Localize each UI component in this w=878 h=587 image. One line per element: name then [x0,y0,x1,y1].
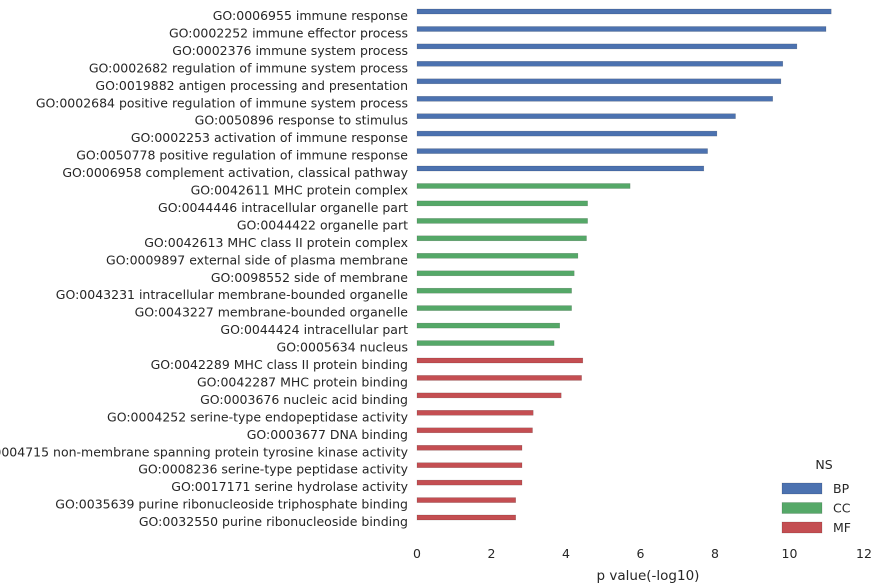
x-axis-title: p value(-log10) [597,568,700,584]
category-label: GO:0050778 positive regulation of immune… [76,148,408,163]
legend-entries: BP CC MF [781,481,851,535]
bar-bp [416,8,832,15]
bar-cc [416,253,579,259]
bar-bp [416,113,736,119]
x-tick-label: 0 [413,546,421,561]
x-axis-ticks: 0 2 4 6 8 10 12 [413,546,872,561]
x-tick-label: 8 [711,546,719,561]
bar-bp [416,26,827,32]
bar-mf [416,392,562,399]
bar-cc [416,287,572,294]
category-labels: GO:0006955 immune response GO:0002252 imm… [0,8,409,529]
bars-layer [416,8,832,521]
category-label: GO:0043227 membrane-bounded organelle [135,305,409,320]
bar-bp [416,130,718,137]
category-label: GO:0004715 non-membrane spanning protein… [0,444,409,459]
legend-swatch-mf [781,521,823,534]
category-label: GO:0042613 MHC class II protein complex [144,235,408,250]
bar-mf [416,445,523,451]
category-label: GO:0044422 organelle part [237,217,408,232]
category-label: GO:0009897 external side of plasma membr… [106,252,408,267]
bar-cc [416,183,631,189]
legend-label-mf: MF [833,520,851,535]
x-tick-label: 2 [488,546,496,561]
legend-label-bp: BP [833,481,850,496]
x-tick-label: 4 [562,546,570,561]
category-label: GO:0005634 nucleus [277,340,408,355]
category-label: GO:0006958 complement activation, classi… [62,165,408,180]
bar-mf [416,410,534,416]
bar-bp [416,61,784,67]
bar-cc [416,322,560,329]
x-tick-label: 12 [856,546,872,561]
category-label: GO:0050896 response to stimulus [195,113,408,128]
category-label: GO:0008236 serine-type peptidase activit… [138,462,408,477]
category-label: GO:0004252 serine-type endopeptidase act… [107,409,409,424]
legend: NS BP CC MF [781,457,851,535]
bar-cc [416,218,588,224]
category-label: GO:0042289 MHC class II protein binding [151,357,408,372]
bar-mf [416,357,584,364]
legend-label-cc: CC [833,501,851,516]
category-label: GO:0043231 intracellular membrane-bounde… [56,287,409,302]
category-label: GO:0003677 DNA binding [247,427,408,442]
category-label: GO:0002682 regulation of immune system p… [89,60,408,75]
category-label: GO:0035639 purine ribonucleoside triphos… [55,497,408,512]
category-label: GO:0032550 purine ribonucleoside binding [139,514,408,529]
category-label: GO:0019882 antigen processing and presen… [95,78,408,93]
bar-bp [416,78,782,85]
category-label: GO:0003676 nucleic acid binding [200,392,408,407]
bar-mf [416,479,523,486]
category-label: GO:0017171 serine hydrolase activity [171,479,408,494]
x-tick-label: 10 [782,546,798,561]
bar-mf [416,462,523,468]
category-label: GO:0044424 intracellular part [220,322,408,337]
bar-cc [416,270,575,277]
category-label: GO:0002253 activation of immune response [131,130,408,145]
bar-bp [416,43,798,50]
bar-cc [416,200,588,207]
legend-swatch-bp [781,482,823,495]
bar-mf [416,497,516,503]
category-label: GO:0002252 immune effector process [169,26,408,41]
category-label: GO:0002376 immune system process [172,43,408,58]
category-label: GO:0044446 intracellular organelle part [158,200,408,215]
category-label: GO:0002684 positive regulation of immune… [36,95,408,110]
bar-mf [416,375,582,381]
bar-bp [416,148,708,154]
bar-bp [416,96,773,102]
bar-cc [416,305,572,311]
bar-bp [416,165,705,172]
legend-swatch-cc [781,502,823,514]
x-tick-label: 6 [637,546,645,561]
bar-cc [416,235,587,242]
category-label: GO:0042287 MHC protein binding [197,374,408,389]
bar-mf [416,514,516,521]
bar-mf [416,427,533,434]
category-label: GO:0006955 immune response [213,8,409,23]
legend-title: NS [815,457,832,472]
category-label: GO:0098552 side of membrane [211,270,408,285]
category-label: GO:0042611 MHC protein complex [191,183,408,198]
bar-cc [416,340,555,346]
